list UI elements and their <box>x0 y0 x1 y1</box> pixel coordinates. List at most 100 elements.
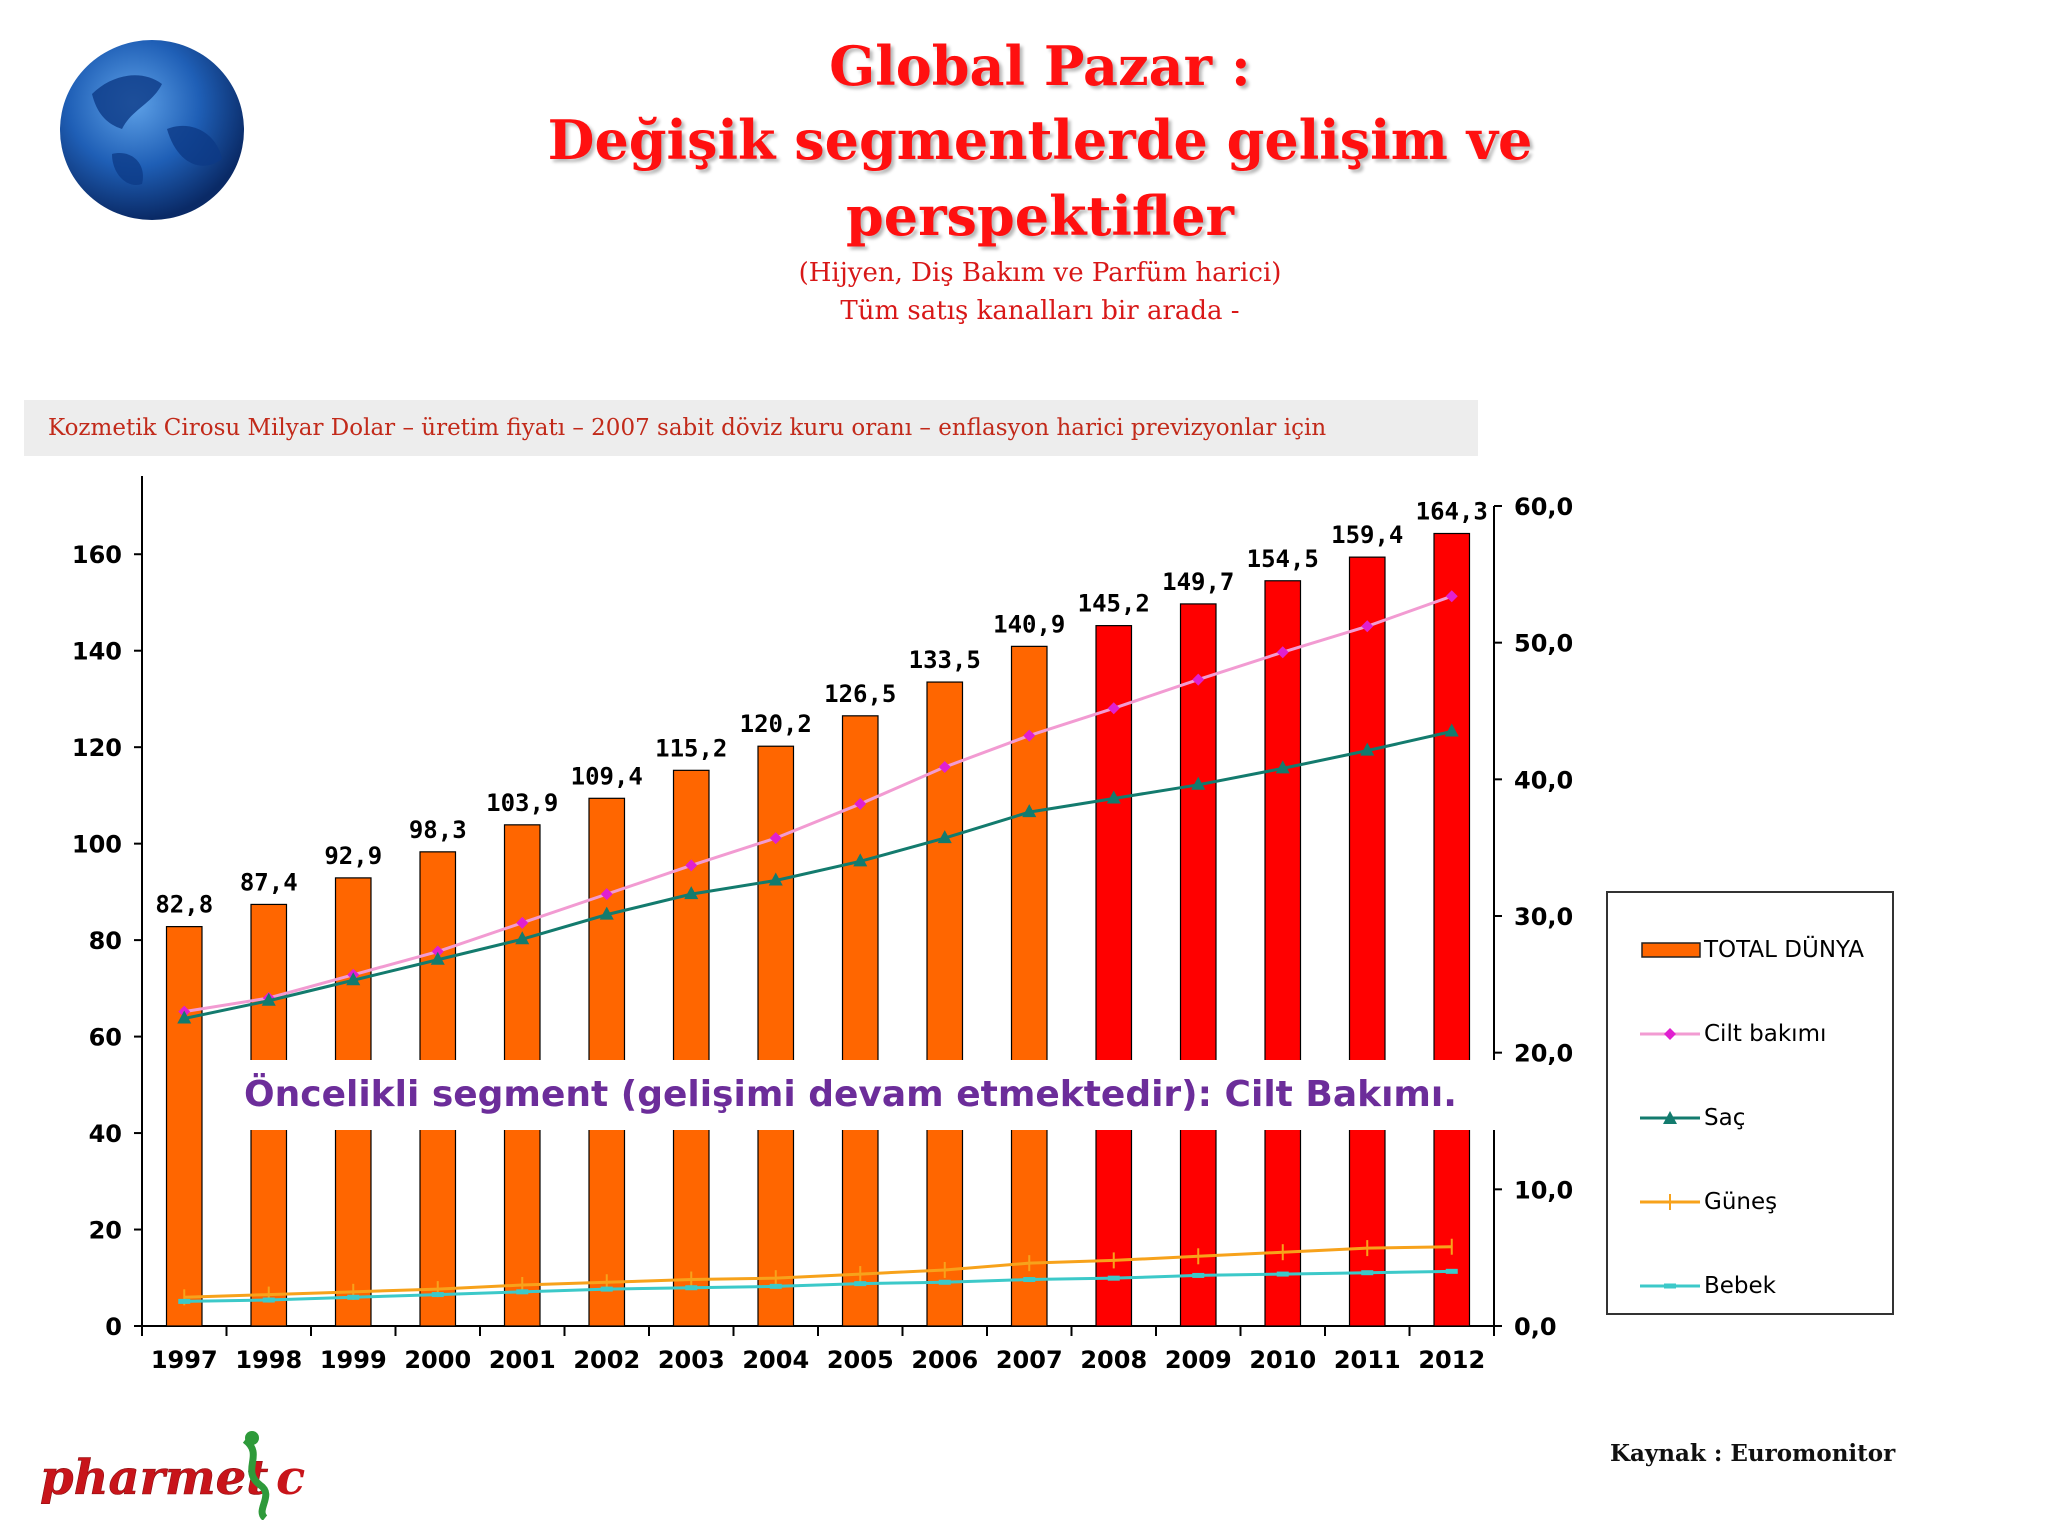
legend-item-total: TOTAL DÜNYA <box>1638 935 1864 965</box>
x-axis-tick-label: 1997 <box>151 1346 218 1374</box>
point-sac <box>937 830 952 844</box>
pharmetic-logo: pharmet c <box>40 1431 305 1520</box>
point-cilt-bakimi <box>1107 702 1120 715</box>
point-cilt-bakimi <box>1361 620 1374 633</box>
x-axis-tick-label: 2008 <box>1080 1346 1147 1374</box>
point-cilt-bakimi <box>854 797 867 810</box>
point-sac <box>261 992 276 1006</box>
legend-dash-line-icon <box>1640 1283 1700 1289</box>
right-axis-tick-label: 50,0 <box>1514 630 1573 658</box>
point-sac <box>430 951 445 965</box>
point-sac <box>1191 776 1206 790</box>
legend-item-cilt: Cilt bakımı <box>1638 1019 1826 1049</box>
right-axis-tick-label: 30,0 <box>1514 903 1573 931</box>
point-sac <box>1275 760 1290 774</box>
right-axis-tick-label: 40,0 <box>1514 766 1573 794</box>
channel-note: Tüm satış kanalları bir arada - <box>840 296 1240 326</box>
priority-segment-callout: Öncelikli segment (gelişimi devam etmekt… <box>234 1060 1498 1130</box>
bar-data-label: 126,5 <box>824 680 896 708</box>
bar-data-label: 109,4 <box>571 762 643 790</box>
x-axis-tick-label: 2007 <box>996 1346 1063 1374</box>
point-cilt-bakimi <box>685 859 698 872</box>
bar-data-label: 87,4 <box>240 868 298 896</box>
bar-data-label: 140,9 <box>993 610 1065 638</box>
x-axis-tick-label: 2000 <box>404 1346 471 1374</box>
chart-legend: TOTAL DÜNYA Cilt bakımı Saç Güneş Bebek <box>1606 891 1894 1315</box>
legend-item-bebek: Bebek <box>1638 1271 1776 1301</box>
point-sac <box>853 853 868 867</box>
point-sac <box>1444 723 1459 737</box>
slide-title: Global Pazar : <box>829 34 1251 98</box>
bar-data-label: 82,8 <box>155 891 213 919</box>
bar-total-dunya <box>165 926 203 1327</box>
point-cilt-bakimi <box>516 916 529 929</box>
bar-data-label: 154,5 <box>1247 545 1319 573</box>
legend-label-cilt: Cilt bakımı <box>1704 1021 1827 1047</box>
bar-data-label: 149,7 <box>1162 568 1234 596</box>
svg-text:c: c <box>276 1450 305 1506</box>
left-axis-tick-label: 0 <box>105 1313 122 1341</box>
title-block: Global Pazar : Değişik segmentlerde geli… <box>400 30 1680 330</box>
svg-text:pharmet: pharmet <box>40 1450 268 1506</box>
bar-data-label: 92,9 <box>324 842 382 870</box>
bar-data-label: 115,2 <box>655 734 727 762</box>
x-axis-tick-label: 2001 <box>489 1346 556 1374</box>
legend-diamond-line-icon <box>1640 1028 1700 1040</box>
bar-data-label: 103,9 <box>486 789 558 817</box>
x-axis-tick-label: 1998 <box>235 1346 302 1374</box>
x-axis-tick-label: 2006 <box>911 1346 978 1374</box>
legend-item-sac: Saç <box>1638 1103 1745 1133</box>
point-sac <box>768 872 783 886</box>
source-citation: Kaynak : Euromonitor <box>1610 1440 1896 1467</box>
bar-total-dunya <box>1010 645 1048 1327</box>
left-axis-tick-label: 140 <box>72 638 122 666</box>
bar-total-dunya <box>672 769 710 1327</box>
bar-total-dunya <box>1433 532 1471 1327</box>
left-axis-tick-label: 120 <box>72 734 122 762</box>
point-sac <box>1360 742 1375 756</box>
slide-subtitle: Değişik segmentlerde gelişim ve perspekt… <box>547 108 1533 248</box>
bar-total-dunya <box>1348 556 1386 1327</box>
point-cilt-bakimi <box>769 832 782 845</box>
bar-total-dunya <box>926 681 964 1327</box>
point-cilt-bakimi <box>1192 673 1205 686</box>
point-sac <box>684 886 699 900</box>
point-cilt-bakimi <box>938 761 951 774</box>
x-axis-tick-label: 1999 <box>320 1346 387 1374</box>
bar-data-label: 120,2 <box>740 710 812 738</box>
left-axis-tick-label: 100 <box>72 831 122 859</box>
point-sac <box>599 906 614 920</box>
x-axis-tick-label: 2012 <box>1418 1346 1485 1374</box>
x-axis-tick-label: 2005 <box>827 1346 894 1374</box>
point-cilt-bakimi <box>1445 590 1458 603</box>
chart-description-bar: Kozmetik Cirosu Milyar Dolar – üretim fi… <box>24 400 1478 456</box>
legend-bar-swatch-icon <box>1641 942 1701 958</box>
point-sac <box>1022 804 1037 818</box>
point-cilt-bakimi <box>600 888 613 901</box>
left-axis-tick-label: 80 <box>89 927 122 955</box>
right-axis-tick-label: 60,0 <box>1514 493 1573 521</box>
point-cilt-bakimi <box>1023 729 1036 742</box>
series-line-sa- <box>183 730 1453 1020</box>
bar-data-label: 145,2 <box>1078 590 1150 618</box>
left-axis-tick-label: 20 <box>89 1217 122 1245</box>
right-axis-tick-label: 0,0 <box>1514 1313 1557 1341</box>
bar-data-label: 159,4 <box>1331 521 1403 549</box>
x-axis-tick-label: 2004 <box>742 1346 809 1374</box>
point-sac <box>1106 790 1121 804</box>
legend-cross-line-icon <box>1640 1194 1700 1210</box>
x-axis-tick-label: 2009 <box>1165 1346 1232 1374</box>
series-line-cilt-bak-m- <box>184 594 1453 1014</box>
point-cilt-bakimi <box>1276 646 1289 659</box>
point-sac <box>515 931 530 945</box>
bar-total-dunya <box>1264 580 1302 1327</box>
right-axis-tick-label: 20,0 <box>1514 1040 1573 1068</box>
x-axis-tick-label: 2010 <box>1249 1346 1316 1374</box>
bar-total-dunya <box>1179 603 1217 1327</box>
series-line-bebek <box>184 1269 1452 1303</box>
bar-data-label: 98,3 <box>409 816 467 844</box>
right-axis-tick-label: 10,0 <box>1514 1176 1573 1204</box>
bar-data-label: 133,5 <box>909 646 981 674</box>
revenue-chart: 0 20 40 60 80 100 120 140 160 0,0 10,0 20,0 30,0 40,0… <box>72 476 1573 1374</box>
globe-logo-icon <box>60 40 244 220</box>
